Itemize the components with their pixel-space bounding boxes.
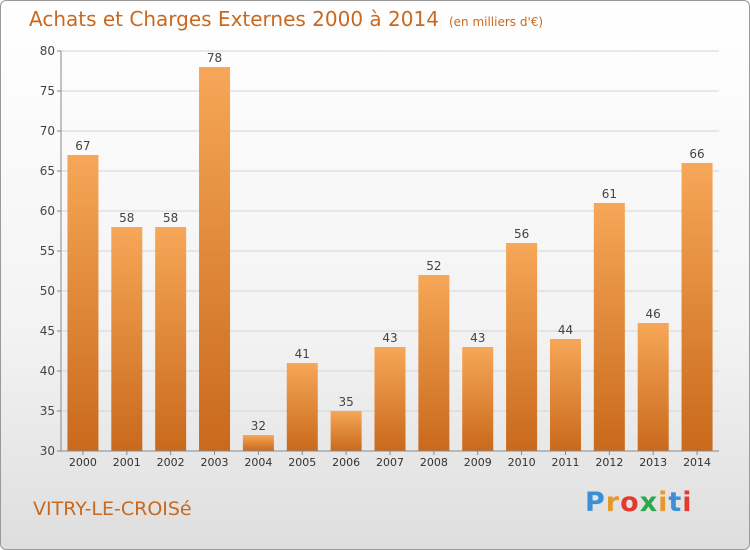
value-label-2008: 52 (426, 259, 441, 273)
bars (67, 67, 713, 451)
value-label-2010: 56 (514, 227, 529, 241)
logo-letter: x (639, 487, 659, 518)
x-tick-label-2007: 2007 (376, 456, 404, 469)
y-tick-label: 60 (40, 204, 55, 218)
logo-letter: r (605, 487, 621, 518)
bar-2006 (330, 411, 362, 451)
bar-2008 (418, 275, 450, 451)
x-tick-label-2011: 2011 (551, 456, 579, 469)
x-tick-label-2009: 2009 (464, 456, 492, 469)
title-text: Achats et Charges Externes 2000 à 2014 (29, 7, 439, 31)
bar-2007 (374, 347, 406, 451)
y-tick-label: 65 (40, 164, 55, 178)
y-tick-label: 50 (40, 284, 55, 298)
x-tick-label-2004: 2004 (244, 456, 272, 469)
x-tick-label-2000: 2000 (69, 456, 97, 469)
bar-2009 (462, 347, 494, 451)
y-tick-label: 75 (40, 84, 55, 98)
value-label-2002: 58 (163, 211, 178, 225)
value-label-2003: 78 (207, 51, 222, 65)
x-tick-label-2010: 2010 (508, 456, 536, 469)
unit-note: (en milliers d'€) (448, 15, 544, 29)
value-label-2009: 43 (470, 331, 485, 345)
logo-letter: o (620, 487, 640, 518)
logo-letter: t (668, 487, 683, 518)
bar-2004 (242, 435, 274, 451)
y-tick-label: 80 (40, 44, 55, 58)
chart-title: Achats et Charges Externes 2000 à 2014 (e… (29, 7, 543, 31)
bar-2002 (155, 227, 187, 451)
y-tick-label: 45 (40, 324, 55, 338)
bar-2012 (593, 203, 625, 451)
proxiti-logo: Proxiti (585, 487, 693, 518)
y-tick-label: 40 (40, 364, 55, 378)
value-label-2012: 61 (602, 187, 617, 201)
value-label-2005: 41 (295, 347, 310, 361)
y-tick-label: 70 (40, 124, 55, 138)
x-tick-label-2003: 2003 (201, 456, 229, 469)
logo-letter: i (658, 487, 669, 518)
bar-2000 (67, 155, 99, 451)
logo-letter: P (585, 487, 606, 518)
value-label-2004: 32 (251, 419, 266, 433)
bar-2005 (286, 363, 318, 451)
x-tick-label-2013: 2013 (639, 456, 667, 469)
x-tick-label-2001: 2001 (113, 456, 141, 469)
x-tick-label-2012: 2012 (595, 456, 623, 469)
bar-2003 (199, 67, 231, 451)
y-tick-label: 35 (40, 404, 55, 418)
x-tick-label-2005: 2005 (288, 456, 316, 469)
y-tick-label: 55 (40, 244, 55, 258)
x-tick-label-2006: 2006 (332, 456, 360, 469)
value-label-2013: 46 (646, 307, 661, 321)
x-tick-label-2014: 2014 (683, 456, 711, 469)
bar-2010 (506, 243, 538, 451)
labels: 30 35 40 45 50 55 60 65 70 75 80 67 2000 58 2001 58 2002… (40, 44, 711, 469)
bar-2001 (111, 227, 143, 451)
x-tick-label-2008: 2008 (420, 456, 448, 469)
value-label-2001: 58 (119, 211, 134, 225)
value-label-2006: 35 (338, 395, 353, 409)
value-label-2014: 66 (689, 147, 704, 161)
bar-2013 (637, 323, 669, 451)
value-label-2007: 43 (382, 331, 397, 345)
axes (57, 50, 719, 455)
logo-letter: i (682, 487, 693, 518)
bar-2011 (549, 339, 581, 451)
value-label-2000: 67 (75, 139, 90, 153)
commune-name: VITRY-LE-CROISé (33, 498, 192, 520)
bar-2014 (681, 163, 713, 451)
value-label-2011: 44 (558, 323, 573, 337)
x-tick-label-2002: 2002 (157, 456, 185, 469)
y-tick-label: 30 (40, 444, 55, 458)
